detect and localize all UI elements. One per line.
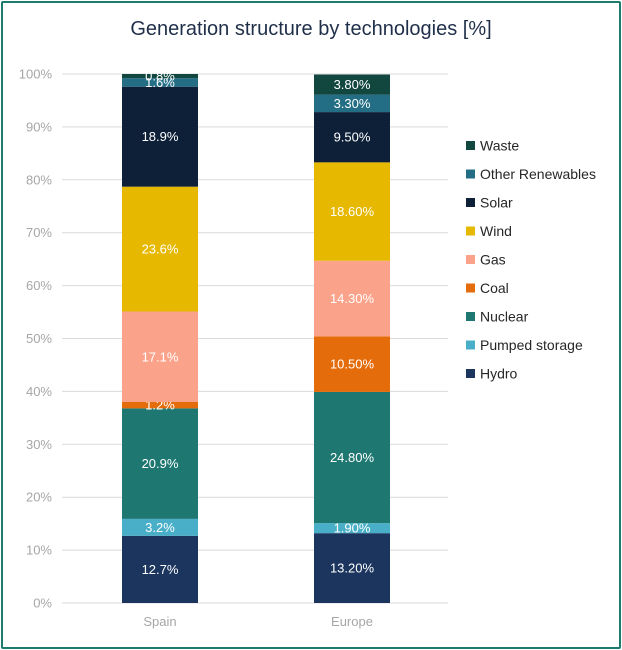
y-axis-ticks: 0% 10% 20% 30% 40% 50% 60% 70% 80% 90% 100% [19,67,53,611]
legend-item: Nuclear [466,309,529,325]
legend-swatch [466,226,475,236]
bar-segment [122,518,198,536]
legend-label: Pumped storage [480,337,583,353]
legend-label: Gas [480,252,506,268]
legend-item: Waste [466,138,519,154]
y-tick-label: 50% [26,331,52,346]
y-tick-label: 0% [33,596,52,611]
x-axis-ticks: Spain Europe [143,614,373,629]
legend-swatch [466,141,475,150]
legend-swatch [466,312,475,321]
y-tick-label: 70% [26,225,52,240]
legend: Waste Other Renewables Solar Wind Gas Coal Nuc… [466,138,596,382]
data-label: 3.80% [334,77,371,92]
data-label: 1.90% [334,521,371,536]
legend-label: Solar [480,195,513,211]
legend-swatch [466,283,475,293]
y-tick-label: 40% [26,384,52,399]
legend-label: Waste [480,138,519,154]
legend-item: Gas [466,252,506,268]
data-label: 13.20% [330,561,375,576]
bar-segment [122,535,198,603]
data-label: 24.80% [330,450,375,465]
legend-swatch [466,198,475,207]
gridlines [62,73,448,604]
data-label: 18.60% [330,204,375,219]
y-tick-label: 60% [26,278,52,293]
bar-segment [122,186,198,312]
legend-item: Pumped storage [466,337,583,353]
data-label: 12.7% [142,562,179,577]
data-label: 3.30% [334,96,371,111]
legend-swatch [466,169,475,179]
bar-segment [314,94,390,113]
data-label: 18.9% [142,129,179,144]
x-tick-label: Spain [143,614,176,629]
bars: 12.7%3.2%20.9%1.2%17.1%23.6%18.9%1.6%0.8… [122,69,390,603]
bar-segment [122,78,198,87]
data-label: 17.1% [142,349,179,364]
y-tick-label: 80% [26,172,52,187]
bar-segment [122,401,198,409]
data-label: 20.9% [142,456,179,471]
data-label: 1.6% [145,75,175,90]
data-label: 0.8% [145,69,175,84]
bar-segment [314,260,390,337]
bar-segment [122,74,198,79]
legend-item: Other Renewables [466,166,596,182]
legend-item: Wind [466,223,512,239]
bar-segment [122,86,198,187]
bar-segment [122,408,198,519]
bar-segment [314,523,390,534]
data-label: 23.6% [142,242,179,257]
bar-segment [314,112,390,163]
bar-segment [314,336,390,392]
legend-item: Coal [466,280,509,296]
legend-label: Coal [480,280,509,296]
legend-swatch [466,255,475,264]
data-label: 10.50% [330,357,375,372]
y-tick-label: 90% [26,119,52,134]
y-tick-label: 10% [26,543,52,558]
legend-label: Nuclear [480,309,529,325]
chart-title: Generation structure by technologies [%] [130,18,491,40]
data-label: 3.2% [145,520,175,535]
data-label: 14.30% [330,291,375,306]
legend-label: Hydro [480,366,518,382]
y-tick-label: 100% [19,67,53,82]
legend-label: Other Renewables [480,166,596,182]
x-tick-label: Europe [331,614,373,629]
bar-segment [314,533,390,603]
bar-segment [314,74,390,95]
bar-segment [314,391,390,524]
legend-item: Solar [466,195,513,211]
data-label: 9.50% [334,130,371,145]
y-tick-label: 30% [26,437,52,452]
legend-label: Wind [480,223,512,239]
bar-segment [314,162,390,261]
y-tick-label: 20% [26,490,52,505]
legend-swatch [466,369,475,378]
legend-item: Hydro [466,366,518,382]
bar-segment [122,311,198,402]
legend-swatch [466,340,475,350]
